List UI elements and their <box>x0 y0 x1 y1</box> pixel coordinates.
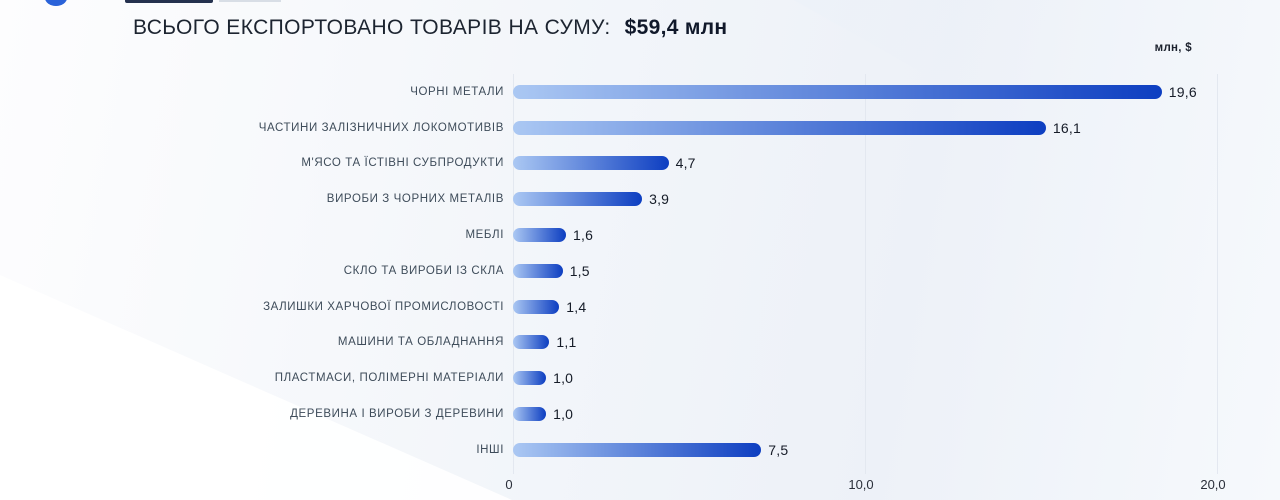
bar-category-label: МЕБЛІ <box>465 229 504 242</box>
bar-track: 1,0 <box>513 406 1280 422</box>
bar-row: М'ЯСО ТА ЇСТІВНІ СУБПРОДУКТИ 4,7 <box>0 146 1280 182</box>
axis-unit-label: млн, $ <box>1154 42 1192 54</box>
bar-track: 1,4 <box>513 299 1280 315</box>
chart-title: ВСЬОГО ЕКСПОРТОВАНО ТОВАРІВ НА СУМУ: $59… <box>133 16 727 40</box>
bar-category-label: ЧОРНІ МЕТАЛИ <box>410 85 504 98</box>
bar-track: 16,1 <box>513 120 1280 136</box>
logo-globe-icon <box>45 0 67 6</box>
x-tick-label: 0 <box>505 477 513 492</box>
bar-track: 7,5 <box>513 442 1280 458</box>
bar <box>513 228 566 243</box>
bar-row: ДЕРЕВИНА І ВИРОБИ З ДЕРЕВИНИ 1,0 <box>0 396 1280 432</box>
bar-category-label: М'ЯСО ТА ЇСТІВНІ СУБПРОДУКТИ <box>301 157 504 170</box>
gridline-20 <box>1217 74 1218 474</box>
logo-wordmark-fragment-light <box>219 0 281 2</box>
bar-value-label: 3,9 <box>649 191 670 208</box>
bar-value-label: 1,6 <box>573 227 594 244</box>
bar <box>513 335 550 350</box>
bar-track: 19,6 <box>513 84 1280 100</box>
bar <box>513 156 669 171</box>
bar-value-label: 1,0 <box>553 406 574 423</box>
bar <box>513 263 563 278</box>
bar-row: ПЛАСТМАСИ, ПОЛІМЕРНІ МАТЕРІАЛИ 1,0 <box>0 360 1280 396</box>
bar-category-label: ПЛАСТМАСИ, ПОЛІМЕРНІ МАТЕРІАЛИ <box>274 372 504 385</box>
bar-row: ЗАЛИШКИ ХАРЧОВОЇ ПРОМИСЛОВОСТІ 1,4 <box>0 289 1280 325</box>
chart-title-text: ВСЬОГО ЕКСПОРТОВАНО ТОВАРІВ НА СУМУ: <box>133 16 611 39</box>
x-tick-label: 20,0 <box>1200 477 1226 492</box>
bar <box>513 407 547 422</box>
bar-row: ІНШІ 7,5 <box>0 432 1280 468</box>
bar-rows: ЧОРНІ МЕТАЛИ 19,6 ЧАСТИНИ ЗАЛІЗНИЧНИХ ЛОКО… <box>0 74 1280 468</box>
bar-row: ЧОРНІ МЕТАЛИ 19,6 <box>0 74 1280 110</box>
bar <box>513 371 547 386</box>
bar-row: МАШИНИ ТА ОБЛАДНАННЯ 1,1 <box>0 325 1280 361</box>
bar-category-label: ВИРОБИ З ЧОРНИХ МЕТАЛІВ <box>326 193 504 206</box>
bar-value-label: 1,0 <box>553 370 574 387</box>
bar <box>513 192 643 207</box>
bar-chart: ЧОРНІ МЕТАЛИ 19,6 ЧАСТИНИ ЗАЛІЗНИЧНИХ ЛОКО… <box>0 74 1280 478</box>
bar-value-label: 1,5 <box>569 262 590 279</box>
bar-category-label: ЧАСТИНИ ЗАЛІЗНИЧНИХ ЛОКОМОТИВІВ <box>258 121 504 134</box>
bar-category-label: ДЕРЕВИНА І ВИРОБИ З ДЕРЕВИНИ <box>290 408 504 421</box>
bar <box>513 84 1162 99</box>
bar-row: ЧАСТИНИ ЗАЛІЗНИЧНИХ ЛОКОМОТИВІВ 16,1 <box>0 110 1280 146</box>
bar-value-label: 4,7 <box>675 155 696 172</box>
bar <box>513 442 762 457</box>
bar-category-label: ЗАЛИШКИ ХАРЧОВОЇ ПРОМИСЛОВОСТІ <box>263 300 504 313</box>
bar-row: ВИРОБИ З ЧОРНИХ МЕТАЛІВ 3,9 <box>0 181 1280 217</box>
bar-value-label: 7,5 <box>768 441 789 458</box>
bar-value-label: 1,1 <box>556 334 577 351</box>
bar-track: 3,9 <box>513 191 1280 207</box>
bar-category-label: ІНШІ <box>476 443 504 456</box>
bar-value-label: 16,1 <box>1052 119 1081 136</box>
bar-value-label: 19,6 <box>1168 83 1197 100</box>
logo-wordmark-fragment <box>125 0 213 3</box>
bar-row: МЕБЛІ 1,6 <box>0 217 1280 253</box>
bar-track: 1,6 <box>513 227 1280 243</box>
bar-track: 1,1 <box>513 334 1280 350</box>
chart-title-total-value: $59,4 млн <box>624 16 728 39</box>
bar-row: СКЛО ТА ВИРОБИ ІЗ СКЛА 1,5 <box>0 253 1280 289</box>
bar <box>513 120 1046 135</box>
bar-track: 1,5 <box>513 263 1280 279</box>
bar-value-label: 1,4 <box>566 298 587 315</box>
bar-category-label: МАШИНИ ТА ОБЛАДНАННЯ <box>337 336 504 349</box>
bar <box>513 299 560 314</box>
gridline-10 <box>865 74 866 474</box>
bar-category-label: СКЛО ТА ВИРОБИ ІЗ СКЛА <box>343 264 504 277</box>
bar-track: 4,7 <box>513 155 1280 171</box>
x-tick-label: 10,0 <box>848 477 874 492</box>
bar-track: 1,0 <box>513 370 1280 386</box>
x-axis-tick-labels: 0 10,0 20,0 <box>0 477 1280 497</box>
